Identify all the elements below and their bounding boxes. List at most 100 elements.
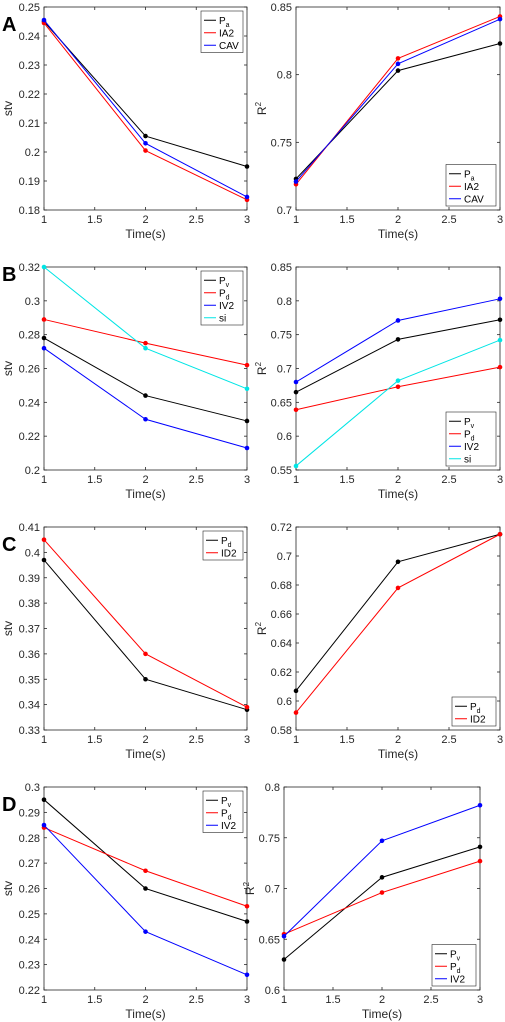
legend-entry: Pd: [450, 962, 461, 975]
legend-entry: ID2: [470, 714, 486, 725]
panel-label-d: D: [2, 794, 16, 816]
data-point: [293, 407, 299, 413]
legend-entry: ID2: [221, 548, 237, 559]
y-tick-label: 0.6: [277, 431, 292, 443]
data-point: [293, 389, 299, 395]
chart-c-stv: 1 1.5 2 2.5 3 0.33 0.34 0.35 0.36 0.37 0.38 0.39 0.4…: [1, 522, 250, 761]
legend-entry: Pv: [221, 796, 232, 809]
data-point: [379, 875, 385, 880]
legend-entry: Pd: [221, 808, 232, 821]
data-point: [395, 56, 401, 61]
x-tick-label: 2: [379, 994, 385, 1006]
data-point: [244, 194, 250, 200]
data-point: [41, 317, 47, 322]
legend-entry: Pv: [464, 417, 475, 430]
y-tick-label: 0.32: [19, 262, 40, 274]
y-axis-label: R2: [254, 101, 269, 115]
x-tick-label: 3: [244, 734, 250, 746]
data-point: [143, 676, 148, 682]
data-point: [244, 386, 250, 392]
y-tick-label: 0.23: [19, 60, 40, 72]
legend-entry-sub: a: [226, 22, 230, 29]
x-tick-label: 2.5: [189, 734, 204, 746]
y-tick-label: 0.23: [19, 960, 40, 972]
x-tick-label: 1: [281, 994, 287, 1006]
x-tick-label: 2: [142, 734, 148, 746]
data-point: [477, 844, 483, 850]
x-tick-label: 2: [142, 214, 148, 226]
chart-c-r2: 1 1.5 2 2.5 3 0.58 0.6 0.62 0.64 0.66 0.68 0.7 0.72 T…: [254, 522, 503, 761]
chart-d-stv: 1 1.5 2 2.5 3 0.22 0.23 0.24 0.25 0.26 0.27 0.28 0.2…: [1, 782, 250, 1021]
data-point: [497, 296, 503, 302]
x-tick-label: 1.5: [325, 994, 340, 1006]
y-tick-label: 0.25: [19, 909, 40, 921]
legend-entry-sub: a: [471, 175, 475, 182]
y-tick-label: 0.72: [271, 522, 292, 534]
x-axis-label: Time(s): [125, 487, 165, 501]
y-tick-label: 0.33: [19, 725, 40, 737]
legend-entry: IV2: [221, 821, 236, 832]
x-tick-label: 1: [293, 214, 299, 226]
data-point: [293, 179, 299, 184]
x-tick-label: 2: [395, 474, 401, 486]
x-tick-label: 1: [41, 214, 47, 226]
data-point: [395, 384, 401, 390]
y-axis-label: stv: [1, 881, 15, 896]
y-tick-label: 0.27: [19, 858, 40, 870]
data-point: [395, 337, 401, 342]
y-tick-label: 0.29: [19, 807, 40, 819]
x-tick-label: 1.5: [87, 214, 102, 226]
legend-entry: CAV: [464, 194, 484, 205]
legend-entry-sub: d: [228, 814, 232, 821]
x-tick-label: 1.5: [339, 474, 354, 486]
legend-entry-sub: d: [228, 542, 232, 549]
data-point: [143, 340, 148, 346]
x-tick-label: 1: [41, 474, 47, 486]
x-tick-label: 1: [293, 474, 299, 486]
legend-entry-sub: v: [226, 282, 230, 289]
data-point: [41, 345, 47, 351]
y-tick-label: 0.22: [19, 89, 40, 101]
legend-entry-sub: d: [471, 435, 475, 442]
y-tick-label: 0.24: [19, 31, 40, 43]
y-tick-label: 0.38: [19, 598, 40, 610]
y-tick-label: 0.8: [277, 70, 292, 82]
data-point: [293, 710, 299, 715]
data-point: [395, 559, 401, 565]
data-point: [281, 957, 287, 962]
legend-entry: Pd: [470, 702, 481, 715]
y-tick-label: 0.7: [277, 551, 292, 563]
data-point: [244, 972, 250, 978]
y-tick-label: 0.55: [271, 465, 292, 477]
x-tick-label: 3: [497, 214, 503, 226]
y-tick-label: 0.7: [277, 205, 292, 217]
y-tick-label: 0.85: [271, 262, 292, 274]
y-tick-label: 0.75: [271, 330, 292, 342]
y-axis-label-sup: 2: [254, 101, 263, 106]
y-tick-label: 0.6: [265, 985, 280, 997]
legend-entry-sub: v: [228, 802, 232, 809]
data-point: [143, 133, 148, 139]
x-tick-label: 2: [395, 214, 401, 226]
legend-box: [202, 530, 244, 561]
y-tick-label: 0.28: [19, 833, 40, 845]
legend-entry: si: [464, 454, 471, 465]
y-tick-label: 0.8: [277, 296, 292, 308]
y-tick-label: 0.65: [271, 397, 292, 409]
chart-b-r2: 1 1.5 2 2.5 3 0.55 0.6 0.65 0.7 0.75 0.8 0.85 Time(s…: [254, 262, 503, 501]
y-axis-label-sup: 2: [254, 361, 263, 366]
y-tick-label: 0.34: [19, 700, 40, 712]
legend-entry-sub: d: [477, 708, 481, 715]
y-tick-label: 0.75: [259, 833, 280, 845]
legend-entry: IV2: [219, 301, 234, 312]
data-point: [477, 858, 483, 864]
x-tick-label: 1.5: [87, 474, 102, 486]
data-point: [293, 463, 299, 469]
legend-entry-sub: d: [457, 968, 461, 975]
